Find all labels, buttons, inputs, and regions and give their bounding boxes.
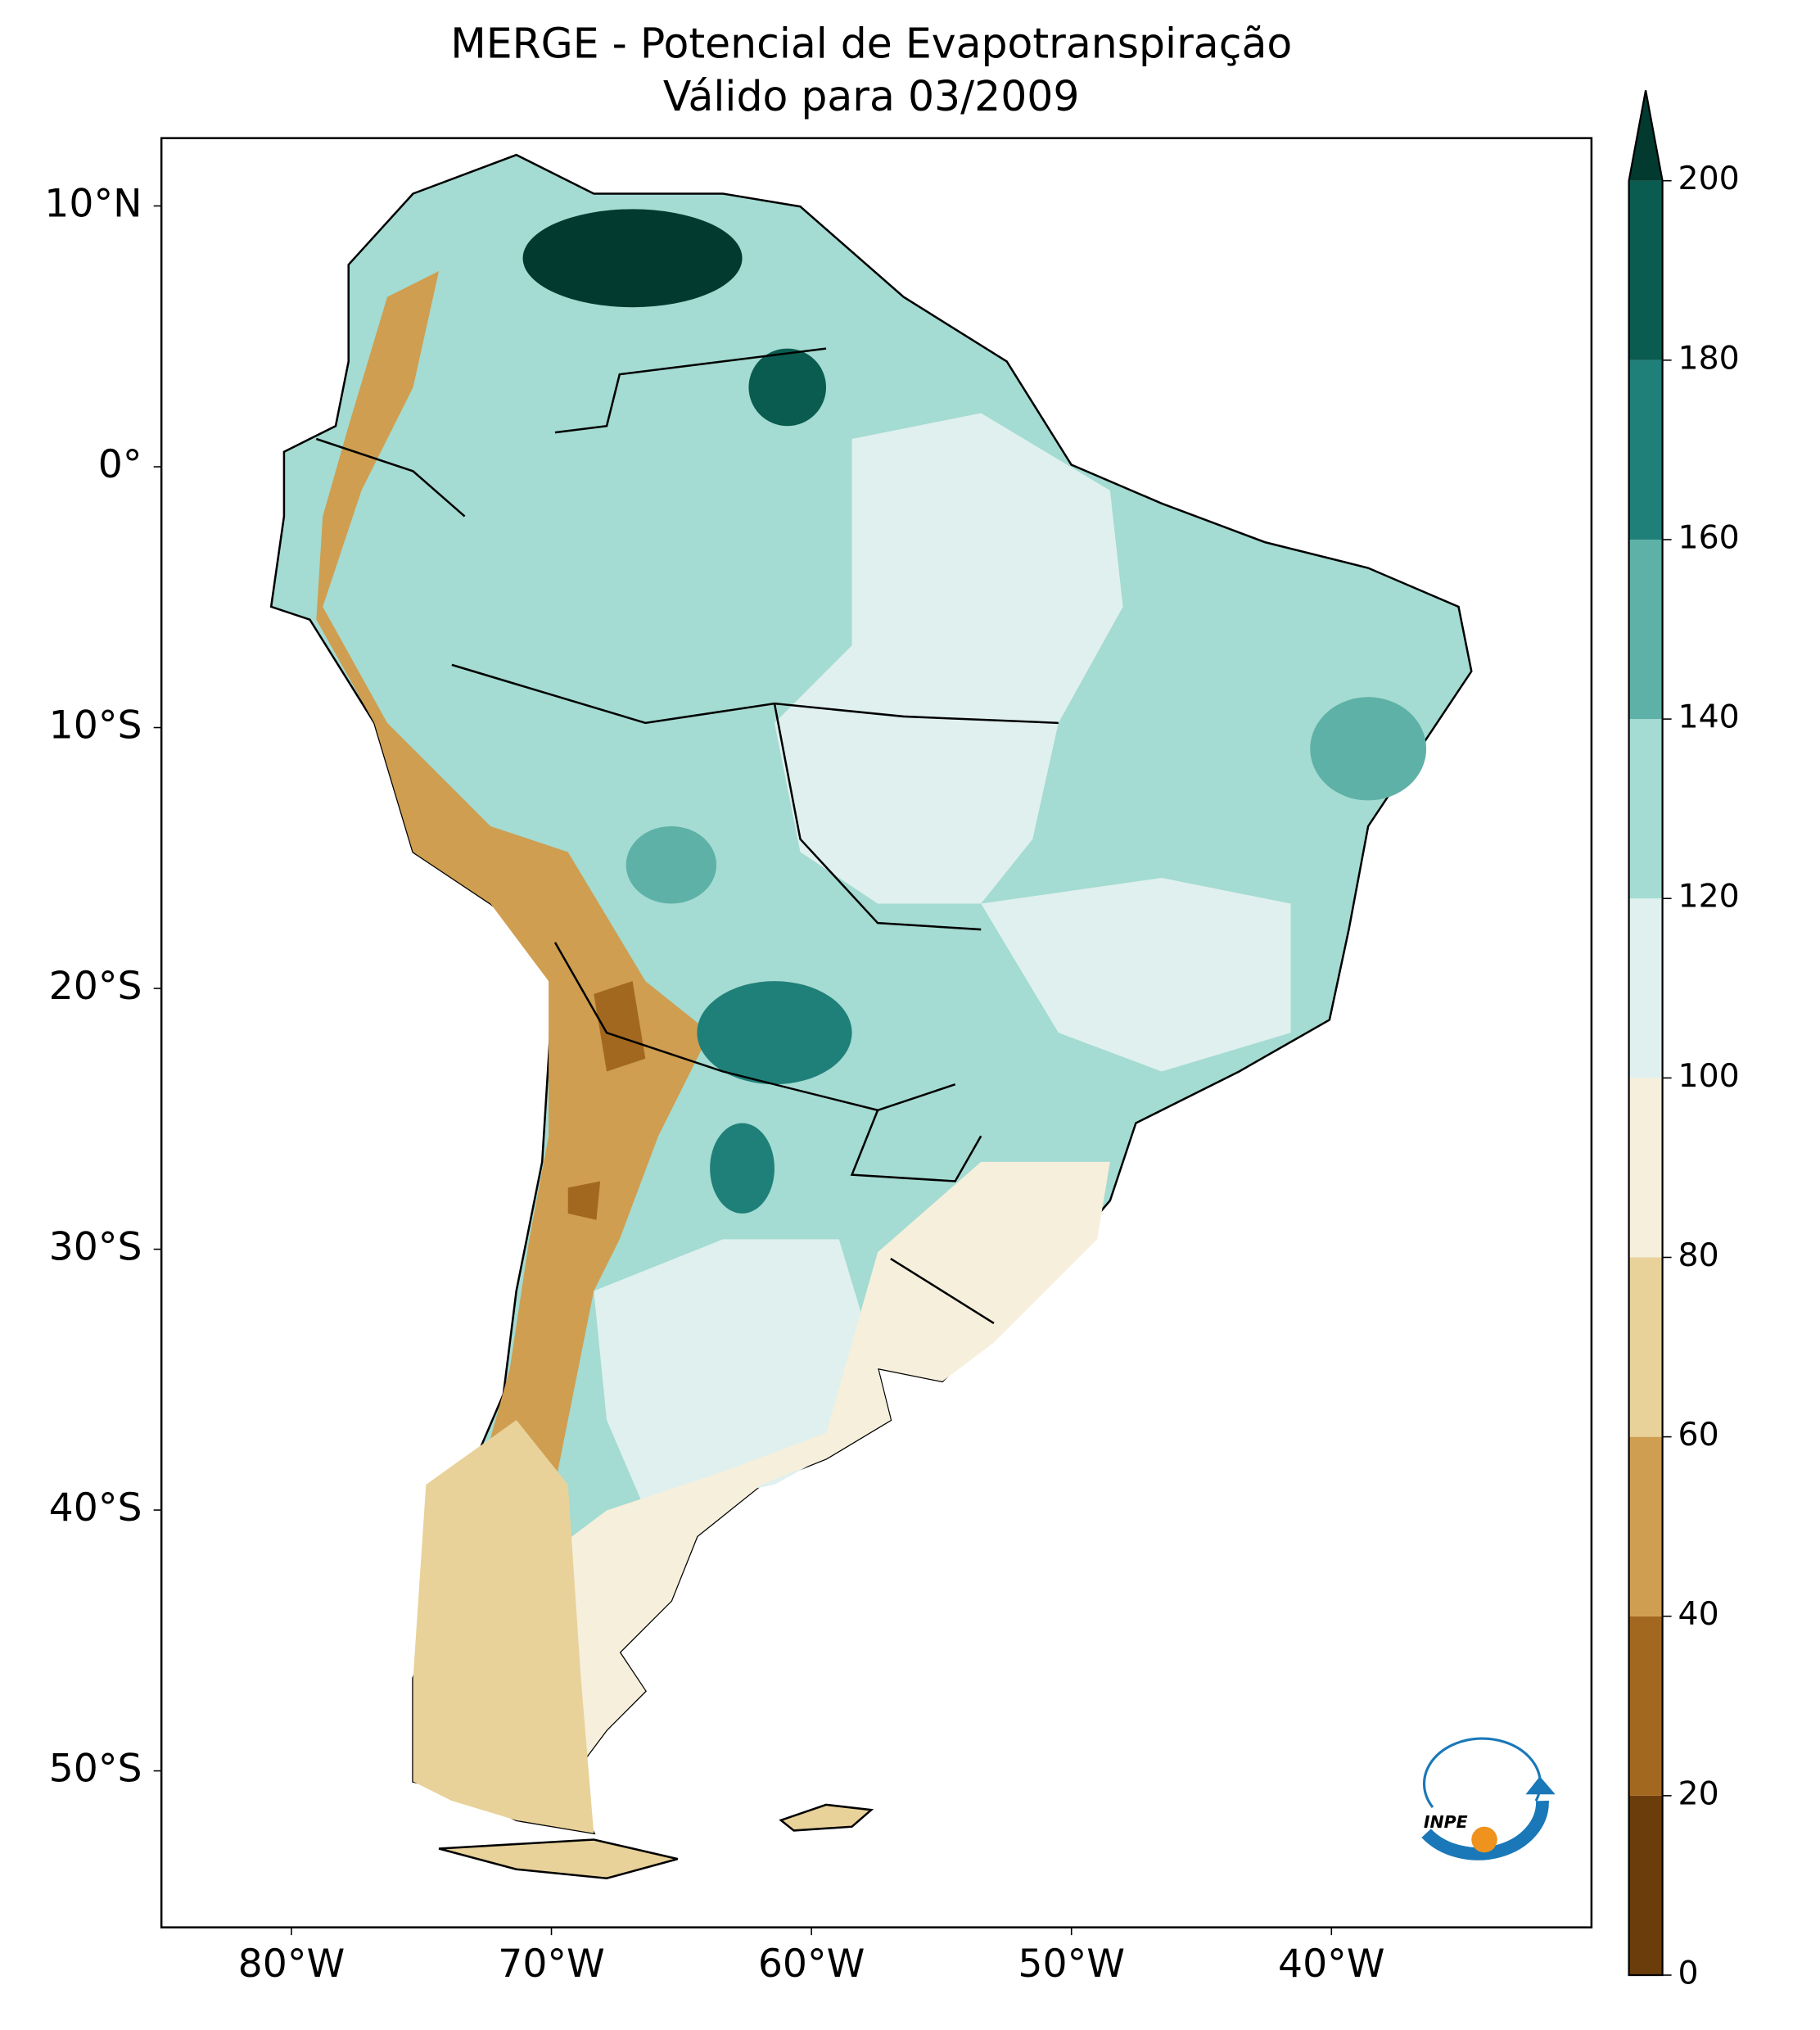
border <box>315 347 1059 1324</box>
colorbar-extend <box>1628 90 1663 181</box>
map <box>160 137 1593 1928</box>
region-light <box>594 413 1291 1511</box>
colorbar-bin <box>1628 359 1663 540</box>
logo-text: INPE <box>1424 1812 1468 1832</box>
logo: INPE <box>1421 1737 1556 1860</box>
colorbar-tick-label: 160 <box>1678 518 1740 556</box>
colorbar-tick-label: 140 <box>1678 699 1740 736</box>
y-tick-label: 50°S <box>49 1747 142 1792</box>
island <box>779 1803 874 1832</box>
x-tick-label: 80°W <box>238 1942 345 1987</box>
y-tick-label: 20°S <box>49 964 142 1009</box>
region-high <box>748 348 827 427</box>
colorbar-bin <box>1628 1078 1663 1258</box>
colorbar-tick-label: 20 <box>1678 1775 1719 1812</box>
region-high <box>625 825 717 904</box>
colorbar-bin <box>1628 898 1663 1078</box>
y-tick-label: 30°S <box>49 1225 142 1270</box>
colorbar-tick-label: 60 <box>1678 1416 1719 1454</box>
chart-title: MERGE - Potencial de Evapotranspiração <box>450 19 1292 67</box>
colorbar-tick-label: 100 <box>1678 1057 1740 1095</box>
colorbar-tick-label: 120 <box>1678 878 1740 916</box>
y-tick-label: 10°S <box>49 703 142 748</box>
chart-subtitle: Válido para 03/2009 <box>663 72 1080 120</box>
colorbar-bin <box>1628 539 1663 720</box>
colorbar-tick-label: 200 <box>1678 160 1740 197</box>
y-tick-label: 10°N <box>44 181 142 226</box>
colorbar-bin <box>1628 1257 1663 1437</box>
colorbar-bin <box>1628 1795 1663 1975</box>
colorbar-tick-label: 80 <box>1678 1237 1719 1274</box>
andes-dry <box>413 1420 594 1833</box>
andes-dark <box>567 981 646 1220</box>
region-high <box>1310 697 1427 801</box>
map-frame <box>160 137 1593 1928</box>
island <box>438 1838 679 1880</box>
colorbar-outline <box>1628 90 1664 1977</box>
colorbar-bin <box>1628 180 1663 360</box>
region-max <box>522 209 743 308</box>
y-tick-label: 0° <box>98 442 142 487</box>
x-tick-label: 40°W <box>1278 1942 1385 1987</box>
colorbar-bin <box>1628 1436 1663 1616</box>
colorbar-tick-label: 40 <box>1678 1595 1719 1633</box>
region-beige <box>554 1161 1110 1782</box>
x-tick-label: 70°W <box>498 1942 605 1987</box>
x-tick-label: 60°W <box>758 1942 865 1987</box>
colorbar-bin <box>1628 1616 1663 1796</box>
colorbar-bin <box>1628 719 1663 899</box>
colorbar-tick-label: 0 <box>1678 1955 1699 1992</box>
region-high <box>710 1123 775 1214</box>
x-tick-label: 50°W <box>1018 1942 1125 1987</box>
y-tick-label: 40°S <box>49 1485 142 1530</box>
region-high <box>697 981 852 1085</box>
colorbar-tick-label: 180 <box>1678 339 1740 377</box>
